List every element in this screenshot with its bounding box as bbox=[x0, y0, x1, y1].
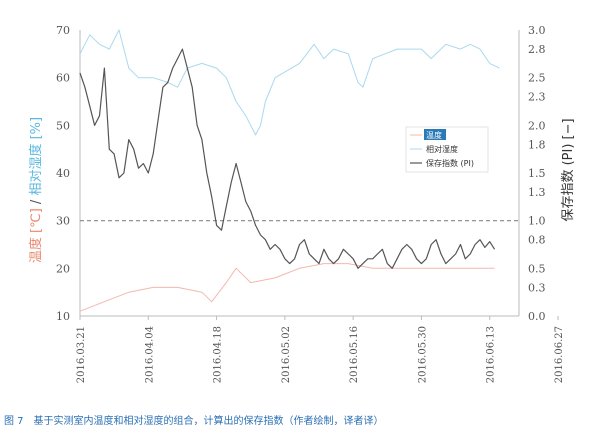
y-axis-left-label-temp: 温度 [℃] bbox=[28, 208, 44, 263]
y-axis-left-label-sep: / bbox=[29, 196, 44, 205]
x-tick-label: 2016.06.27 bbox=[554, 326, 565, 383]
legend: 温度 相对湿度 保存指数 (PI) bbox=[405, 126, 489, 173]
y-left-tick-label: 60 bbox=[56, 72, 70, 85]
legend-highlight bbox=[424, 129, 446, 140]
y-right-tick-label: 0.8 bbox=[528, 234, 546, 247]
x-tick-label: 2016.05.16 bbox=[349, 326, 360, 383]
y-right-tick-label: 1.8 bbox=[528, 138, 546, 151]
chart-frame bbox=[79, 30, 520, 317]
legend-label-pi: 保存指数 (PI) bbox=[426, 158, 474, 168]
figure-caption: 图 7 基于实测室内温度和相对湿度的组合，计算出的保存指数（作者绘制，译者译） bbox=[4, 416, 384, 427]
axis-layer: 10 20 30 40 50 60 70 0.0 0.3 0.5 0.8 1.0 1.3 1.5 1.8 2.… bbox=[56, 24, 565, 383]
legend-label-rh: 相对湿度 bbox=[426, 144, 458, 154]
y-right-tick-label: 1.3 bbox=[528, 186, 546, 199]
series-line-pi bbox=[79, 48, 496, 269]
y-right-tick-label: 2.0 bbox=[528, 119, 546, 132]
series-line-temperature bbox=[79, 263, 495, 312]
y-axis-left-label: 温度 [℃] / 相对湿度 [%] bbox=[28, 117, 44, 263]
y-right-tick-label: 0.3 bbox=[528, 281, 546, 294]
x-tick-label: 2016.04.04 bbox=[144, 326, 155, 383]
chart: 10 20 30 40 50 60 70 0.0 0.3 0.5 0.8 1.0 1.3 1.5 1.8 2.… bbox=[28, 24, 576, 383]
y-right-tick-label: 0.0 bbox=[528, 310, 546, 323]
y-left-tick-label: 30 bbox=[56, 215, 70, 228]
y-left-tick-label: 10 bbox=[56, 310, 70, 323]
x-tick-label: 2016.06.13 bbox=[486, 326, 497, 383]
series-layer bbox=[79, 29, 519, 312]
y-right-tick-label: 3.0 bbox=[528, 24, 546, 37]
y-left-tick-label: 20 bbox=[56, 262, 70, 275]
y-right-tick-label: 1.5 bbox=[528, 167, 546, 180]
y-left-tick-label: 50 bbox=[56, 119, 70, 132]
y-left-tick-label: 40 bbox=[56, 167, 70, 180]
x-tick-label: 2016.03.21 bbox=[76, 326, 87, 383]
y-left-tick-label: 70 bbox=[56, 24, 70, 37]
series-line-humidity bbox=[79, 29, 500, 136]
y-right-tick-label: 1.0 bbox=[528, 215, 546, 228]
y-axis-left-label-rh: 相对湿度 [%] bbox=[28, 117, 44, 196]
y-axis-right-label: 保存指数 (PI) [−] bbox=[561, 118, 576, 221]
y-right-tick-label: 2.5 bbox=[528, 72, 546, 85]
legend-label-temp: 温度 bbox=[426, 130, 442, 140]
x-tick-label: 2016.05.02 bbox=[281, 326, 292, 383]
y-right-tick-label: 2.8 bbox=[528, 43, 546, 56]
y-right-tick-label: 0.5 bbox=[528, 262, 546, 275]
x-tick-label: 2016.05.30 bbox=[417, 326, 428, 383]
y-right-tick-label: 2.3 bbox=[528, 91, 546, 104]
x-tick-label: 2016.04.18 bbox=[213, 326, 224, 383]
